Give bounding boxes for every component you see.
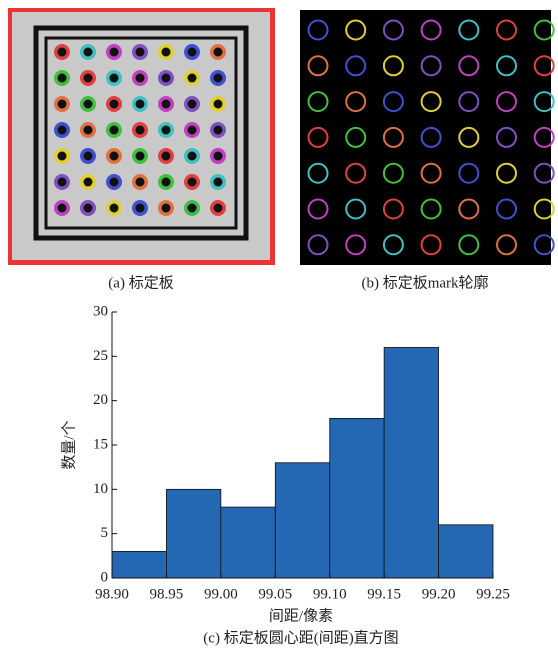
bar — [275, 463, 329, 578]
board-dot-core — [214, 126, 223, 135]
board-dot-core — [188, 48, 197, 57]
x-axis-label: 间距/像素 — [269, 607, 333, 624]
bar — [439, 525, 493, 578]
board-dot-core — [136, 48, 145, 57]
x-tick-label: 98.95 — [150, 586, 184, 602]
board-dot-core — [58, 100, 67, 109]
board-dot-core — [214, 152, 223, 161]
board-dot-core — [110, 178, 119, 187]
board-dot-core — [214, 74, 223, 83]
board-dot-core — [58, 126, 67, 135]
board-dot-core — [136, 100, 145, 109]
contour-image — [300, 10, 551, 265]
board-dot-core — [214, 178, 223, 187]
board-dot-core — [58, 74, 67, 83]
board-dot-core — [110, 100, 119, 109]
x-tick-label: 98.90 — [95, 586, 129, 602]
y-tick-label: 5 — [101, 525, 109, 541]
board-dot-core — [214, 48, 223, 57]
board-dot-core — [84, 48, 93, 57]
board-dot-core — [84, 152, 93, 161]
calibration-board-photo — [8, 8, 275, 265]
board-dot-core — [188, 204, 197, 213]
x-tick-label: 99.20 — [422, 586, 456, 602]
board-dot-core — [84, 74, 93, 83]
y-axis-label: 数量/个 — [60, 420, 77, 469]
board-dot-core — [58, 48, 67, 57]
caption-b: (b) 标定板mark轮廓 — [361, 273, 488, 291]
board-dot-core — [136, 152, 145, 161]
board-dot-core — [110, 204, 119, 213]
board-dot-core — [162, 48, 171, 57]
board-dot-core — [162, 126, 171, 135]
board-dot-core — [214, 204, 223, 213]
board-dot-core — [188, 74, 197, 83]
board-dot-core — [136, 204, 145, 213]
x-tick-label: 99.10 — [313, 586, 347, 602]
board-dot-core — [188, 178, 197, 187]
y-tick-label: 30 — [93, 303, 108, 319]
board-dot-core — [58, 204, 67, 213]
y-tick-label: 15 — [93, 436, 108, 452]
board-dot-core — [110, 48, 119, 57]
board-dot-core — [162, 74, 171, 83]
x-tick-label: 99.05 — [258, 586, 292, 602]
y-tick-label: 20 — [93, 392, 108, 408]
bar — [221, 507, 275, 578]
bar — [330, 418, 384, 578]
y-tick-label: 10 — [93, 481, 108, 497]
board-dot-core — [214, 100, 223, 109]
chart-caption: (c) 标定板圆心距(间距)直方图 — [203, 628, 398, 646]
board-dot-core — [110, 126, 119, 135]
board-dot-core — [136, 126, 145, 135]
board-dot-core — [162, 152, 171, 161]
x-tick-label: 99.15 — [367, 586, 401, 602]
board-dot-core — [58, 152, 67, 161]
y-tick-label: 0 — [101, 569, 109, 585]
board-dot-core — [110, 152, 119, 161]
board-dot-core — [84, 204, 93, 213]
x-tick-label: 99.25 — [476, 586, 510, 602]
y-tick-label: 25 — [93, 348, 108, 364]
board-dot-core — [188, 100, 197, 109]
bar — [112, 551, 166, 578]
board-dot-core — [136, 178, 145, 187]
board-dot-core — [136, 74, 145, 83]
board-dot-core — [58, 178, 67, 187]
figure: (a) 标定板 (b) 标定板mark轮廓 间距/像素 (c) 标定板圆心距(间… — [0, 0, 558, 649]
board-dot-core — [188, 152, 197, 161]
board-dot-core — [162, 204, 171, 213]
board-dot-core — [84, 100, 93, 109]
board-dot-core — [110, 74, 119, 83]
caption-a: (a) 标定板 — [108, 273, 173, 291]
board-dot-core — [162, 100, 171, 109]
bar — [384, 347, 438, 578]
board-dot-core — [84, 126, 93, 135]
bar — [166, 489, 220, 578]
board-dot-core — [84, 178, 93, 187]
board-dot-core — [188, 126, 197, 135]
x-tick-label: 99.00 — [204, 586, 238, 602]
board-dot-core — [162, 178, 171, 187]
